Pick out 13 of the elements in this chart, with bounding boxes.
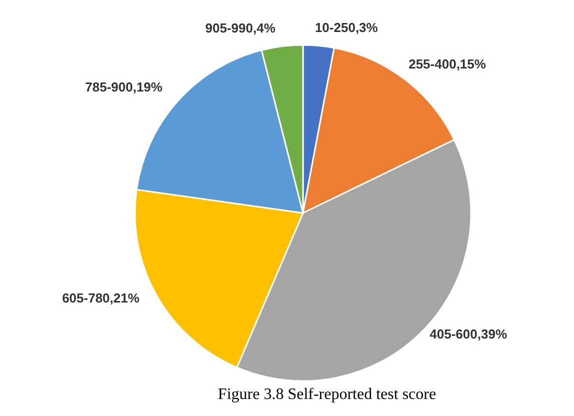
data-label: ,15%	[456, 56, 486, 71]
slice-label: 905-990	[205, 20, 254, 35]
slice-label: 255-400	[408, 56, 456, 71]
slice-label: 10-250	[314, 19, 356, 34]
data-label: ,19%	[132, 79, 163, 94]
data-label: ,21%	[110, 290, 140, 305]
data-label: ,39%	[477, 326, 508, 342]
text: Figure 3.8 Self-reported test score	[216, 386, 438, 404]
slice-label: 605-780	[62, 290, 110, 305]
data-label: ,3%	[355, 19, 378, 34]
slice-label: 405-600	[430, 326, 478, 342]
data-label: ,4%	[253, 20, 276, 35]
slice-label: 785-900	[85, 79, 133, 94]
